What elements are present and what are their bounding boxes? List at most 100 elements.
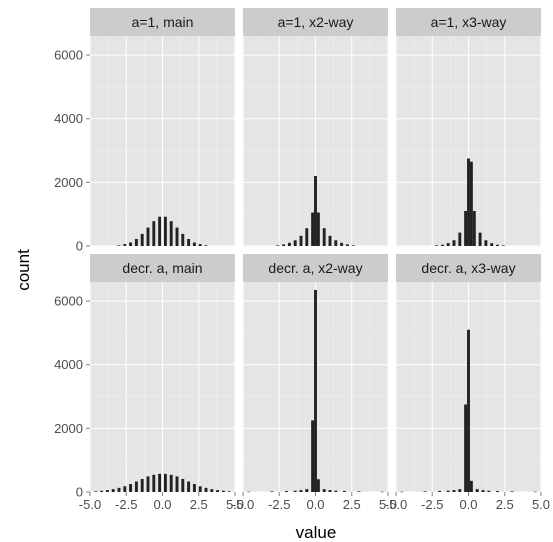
histogram-bar xyxy=(467,330,470,492)
facet-strip-label: a=1, main xyxy=(132,14,194,30)
facet-strip-label: decr. a, x2-way xyxy=(268,260,362,276)
histogram-bar xyxy=(129,243,132,247)
histogram-bar xyxy=(317,479,320,492)
histogram-bar xyxy=(334,491,337,492)
y-tick-label: 6000 xyxy=(54,48,83,63)
histogram-bar xyxy=(147,228,150,246)
x-tick-label: 2.5 xyxy=(496,497,514,512)
histogram-bar xyxy=(141,479,144,492)
histogram-bar xyxy=(282,244,285,246)
histogram-bar xyxy=(311,420,314,492)
histogram-bar xyxy=(112,489,115,492)
histogram-bar xyxy=(300,236,303,246)
histogram-bar xyxy=(193,243,196,247)
histogram-bar xyxy=(400,492,403,493)
histogram-bar xyxy=(187,482,190,493)
panels-layer: a=1, main a=1, x2-way a=1, x3-way decr. a, … xyxy=(90,8,541,492)
histogram-bar xyxy=(323,228,326,246)
y-tick-label: 4000 xyxy=(54,111,83,126)
histogram-bar xyxy=(314,290,317,492)
histogram-bar xyxy=(205,245,208,246)
histogram-bar xyxy=(453,240,456,246)
facet-panel: a=1, x3-way xyxy=(396,8,541,246)
histogram-bar xyxy=(323,489,326,492)
facet-strip-label: a=1, x2-way xyxy=(278,14,354,30)
histogram-bar xyxy=(340,243,343,246)
histogram-bar xyxy=(329,490,332,492)
histogram-bar xyxy=(123,486,126,492)
facet-panel: decr. a, main xyxy=(90,254,235,492)
histogram-bar xyxy=(346,244,349,246)
histogram-bar xyxy=(118,488,121,492)
facet-panel: decr. a, x3-way xyxy=(396,254,541,492)
histogram-bar xyxy=(176,476,179,492)
y-tick-label: 4000 xyxy=(54,357,83,372)
histogram-bar xyxy=(205,488,208,492)
histogram-bar xyxy=(164,217,167,246)
y-tick-label: 0 xyxy=(76,239,83,254)
histogram-bar xyxy=(458,489,461,492)
facet-panel: a=1, main xyxy=(90,8,235,246)
histogram-bar xyxy=(181,234,184,246)
x-tick-label: 0.0 xyxy=(153,497,171,512)
histogram-bar xyxy=(334,240,337,246)
histogram-bar xyxy=(94,491,97,492)
histogram-bar xyxy=(534,492,537,493)
histogram-bar xyxy=(147,476,150,492)
histogram-bar xyxy=(271,491,274,492)
x-tick-label: -5.0 xyxy=(385,497,407,512)
histogram-bar xyxy=(314,176,317,246)
histogram-bar xyxy=(216,490,219,492)
histogram-bar xyxy=(467,159,470,247)
histogram-bar xyxy=(193,484,196,492)
histogram-bar xyxy=(170,475,173,492)
y-tick-label: 2000 xyxy=(54,175,83,190)
histogram-bar xyxy=(288,243,291,246)
histogram-bar xyxy=(487,491,490,492)
histogram-bar xyxy=(294,240,297,246)
histogram-bar xyxy=(343,491,346,492)
histogram-bar xyxy=(441,245,444,246)
histogram-bar xyxy=(285,491,288,492)
histogram-bar xyxy=(135,239,138,246)
histogram-bar xyxy=(473,211,476,246)
facet-strip-label: a=1, x3-way xyxy=(431,14,507,30)
histogram-bar xyxy=(484,240,487,246)
histogram-bar xyxy=(476,489,479,492)
x-tick-label: 2.5 xyxy=(343,497,361,512)
histogram-bar xyxy=(464,211,467,246)
x-tick-label: -5.0 xyxy=(232,497,254,512)
histogram-bar xyxy=(222,491,225,492)
histogram-bar xyxy=(181,479,184,492)
x-tick-label: -2.5 xyxy=(115,497,137,512)
x-tick-label: 0.0 xyxy=(306,497,324,512)
histogram-bar xyxy=(311,213,314,246)
histogram-bar xyxy=(152,221,155,246)
histogram-bar xyxy=(511,491,514,492)
histogram-bar xyxy=(158,474,161,492)
histogram-bar xyxy=(358,491,361,492)
histogram-bar xyxy=(135,482,138,493)
histogram-bar xyxy=(502,245,505,246)
histogram-bar xyxy=(317,213,320,246)
histogram-bar xyxy=(470,162,473,246)
facet-panel: decr. a, x2-way xyxy=(243,254,388,492)
histogram-bar xyxy=(118,245,121,246)
histogram-bar xyxy=(294,491,297,492)
histogram-bar xyxy=(447,243,450,246)
histogram-bar xyxy=(305,228,308,246)
x-tick-label: -5.0 xyxy=(79,497,101,512)
histogram-bar xyxy=(210,489,213,492)
histogram-bar xyxy=(496,245,499,246)
histogram-bar xyxy=(170,221,173,246)
histogram-bar xyxy=(490,243,493,246)
histogram-bar xyxy=(199,244,202,246)
histogram-bar xyxy=(381,492,384,493)
histogram-bar xyxy=(464,405,467,493)
histogram-bar xyxy=(424,491,427,492)
histogram-bar xyxy=(141,234,144,246)
x-axis-title: value xyxy=(296,523,337,542)
histogram-bar xyxy=(164,474,167,492)
histogram-bar xyxy=(176,228,179,246)
